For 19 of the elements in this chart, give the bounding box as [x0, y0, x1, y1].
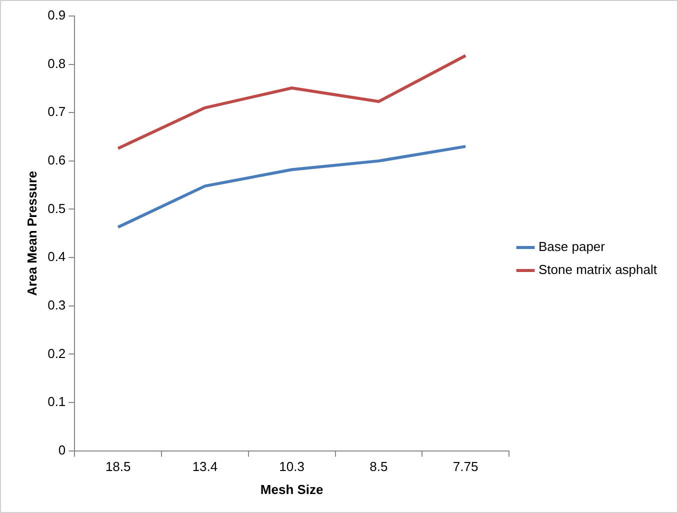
y-tick-label: 0.6 [48, 152, 66, 168]
y-tick-label: 0.3 [48, 297, 66, 312]
y-axis-title: Area Mean Pressure [24, 170, 40, 296]
y-tick-label: 0.2 [48, 346, 66, 361]
x-tick-label: 10.3 [279, 459, 304, 474]
x-axis-title: Mesh Size [260, 482, 324, 497]
y-tick-label: 0.5 [48, 200, 66, 216]
y-tick-label: 0.9 [48, 8, 66, 23]
y-tick-label: 0 [58, 442, 66, 458]
x-tick-label: 18.5 [105, 459, 131, 474]
x-tick-label: 7.75 [452, 459, 478, 474]
x-tick-label: 13.4 [192, 459, 218, 474]
y-tick-label: 0.1 [48, 394, 66, 410]
x-tick-label: 8.5 [370, 459, 388, 474]
legend-label: Base paper [538, 239, 606, 254]
legend-label: Stone matrix asphalt [538, 262, 658, 278]
y-tick-label: 0.8 [48, 56, 66, 71]
y-tick-label: 0.7 [48, 104, 66, 120]
y-tick-label: 0.4 [48, 249, 66, 264]
